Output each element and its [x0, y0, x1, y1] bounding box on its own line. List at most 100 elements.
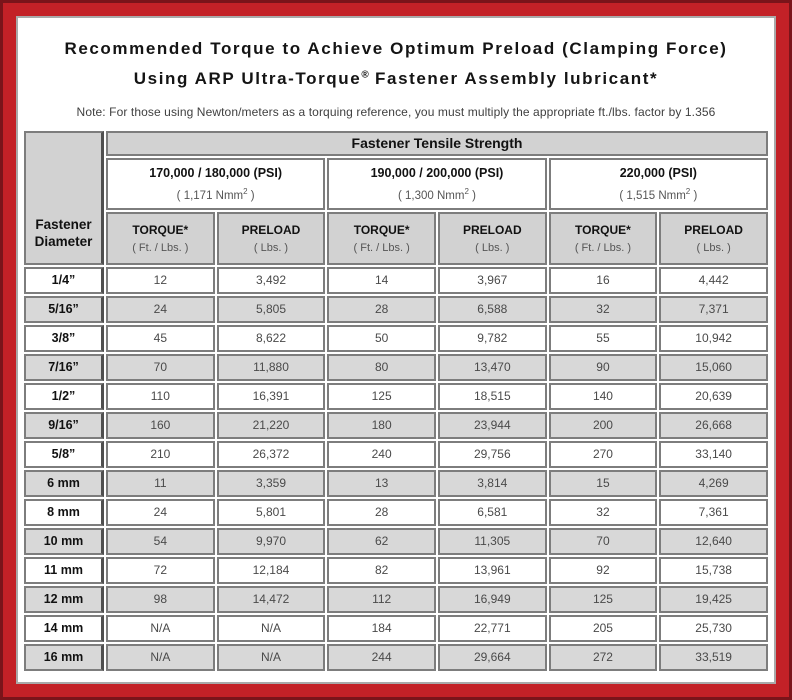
value-cell: 272 — [548, 643, 658, 671]
row-diameter-cell: 16 mm — [24, 643, 104, 671]
value-cell: 160 — [106, 411, 215, 439]
value-cell: 13 — [327, 469, 436, 497]
red-border-frame: Recommended Torque to Achieve Optimum Pr… — [3, 3, 789, 697]
value-cell: 12 — [106, 266, 215, 294]
row-diameter-cell: 3/8” — [24, 324, 104, 352]
value-cell: 6,581 — [437, 498, 547, 526]
tensile-strength-header: Fastener Tensile Strength — [106, 130, 768, 156]
preload-column-header-1: PRELOAD ( Lbs. ) — [216, 211, 326, 265]
value-cell: 3,814 — [437, 469, 547, 497]
table-row: 1/4” 12 3,492 14 3,967 16 4,442 — [24, 266, 768, 294]
value-cell: 23,944 — [437, 411, 547, 439]
row-diameter-cell: 7/16” — [24, 353, 104, 381]
table-row: 12 mm 98 14,472 112 16,949 125 19,425 — [24, 585, 768, 613]
value-cell: 11 — [106, 469, 215, 497]
value-cell: 9,782 — [437, 324, 547, 352]
value-cell: 11,305 — [437, 527, 547, 555]
table-header: Fastener Diameter Fastener Tensile Streng… — [24, 130, 768, 265]
value-cell: 18,515 — [437, 382, 547, 410]
preload-column-header-3: PRELOAD ( Lbs. ) — [659, 211, 768, 265]
value-cell: 244 — [327, 643, 436, 671]
psi-group-header-3: 220,000 (PSI) ( 1,515 Nmm2 ) — [548, 157, 768, 210]
title-line-2: Using ARP Ultra-Torque® Fastener Assembl… — [133, 68, 659, 88]
value-cell: 33,140 — [659, 440, 768, 468]
row-diameter-cell: 6 mm — [24, 469, 104, 497]
value-cell: N/A — [216, 643, 326, 671]
value-cell: 3,967 — [437, 266, 547, 294]
table-row: 10 mm 54 9,970 62 11,305 70 12,640 — [24, 527, 768, 555]
value-cell: 45 — [106, 324, 215, 352]
value-cell: 15 — [548, 469, 658, 497]
table-row: 3/8” 45 8,622 50 9,782 55 10,942 — [24, 324, 768, 352]
value-cell: 90 — [548, 353, 658, 381]
value-cell: 12,640 — [659, 527, 768, 555]
row-diameter-cell: 10 mm — [24, 527, 104, 555]
value-cell: 270 — [548, 440, 658, 468]
value-cell: 92 — [548, 556, 658, 584]
row-diameter-cell: 14 mm — [24, 614, 104, 642]
value-cell: 26,372 — [216, 440, 326, 468]
value-cell: 125 — [548, 585, 658, 613]
value-cell: 24 — [106, 295, 215, 323]
value-cell: 180 — [327, 411, 436, 439]
value-cell: 62 — [327, 527, 436, 555]
row-diameter-cell: 5/8” — [24, 440, 104, 468]
psi-group-header-1: 170,000 / 180,000 (PSI) ( 1,171 Nmm2 ) — [106, 157, 326, 210]
value-cell: 25,730 — [659, 614, 768, 642]
value-cell: 24 — [106, 498, 215, 526]
value-cell: 82 — [327, 556, 436, 584]
value-cell: 125 — [327, 382, 436, 410]
torque-preload-table: Fastener Diameter Fastener Tensile Streng… — [22, 129, 770, 673]
value-cell: 16,391 — [216, 382, 326, 410]
value-cell: 3,359 — [216, 469, 326, 497]
title-line-1: Recommended Torque to Achieve Optimum Pr… — [64, 39, 728, 58]
value-cell: 5,801 — [216, 498, 326, 526]
value-cell: 12,184 — [216, 556, 326, 584]
document-page: Recommended Torque to Achieve Optimum Pr… — [16, 16, 776, 684]
value-cell: 13,470 — [437, 353, 547, 381]
row-diameter-cell: 5/16” — [24, 295, 104, 323]
value-cell: 70 — [548, 527, 658, 555]
value-cell: 7,371 — [659, 295, 768, 323]
value-cell: 26,668 — [659, 411, 768, 439]
value-cell: 210 — [106, 440, 215, 468]
value-cell: 21,220 — [216, 411, 326, 439]
table-body: 1/4” 12 3,492 14 3,967 16 4,442 5/16” 24 5,805… — [24, 266, 768, 671]
row-diameter-cell: 1/4” — [24, 266, 104, 294]
table-row: 11 mm 72 12,184 82 13,961 92 15,738 — [24, 556, 768, 584]
value-cell: 14,472 — [216, 585, 326, 613]
table-row: 16 mm N/A N/A 244 29,664 272 33,519 — [24, 643, 768, 671]
value-cell: 32 — [548, 295, 658, 323]
value-cell: 20,639 — [659, 382, 768, 410]
value-cell: 240 — [327, 440, 436, 468]
value-cell: 33,519 — [659, 643, 768, 671]
table-row: 9/16” 160 21,220 180 23,944 200 26,668 — [24, 411, 768, 439]
value-cell: 8,622 — [216, 324, 326, 352]
value-cell: N/A — [216, 614, 326, 642]
torque-column-header-1: TORQUE* ( Ft. / Lbs. ) — [106, 211, 215, 265]
value-cell: 15,060 — [659, 353, 768, 381]
value-cell: 9,970 — [216, 527, 326, 555]
value-cell: N/A — [106, 643, 215, 671]
value-cell: 54 — [106, 527, 215, 555]
value-cell: 11,880 — [216, 353, 326, 381]
value-cell: 50 — [327, 324, 436, 352]
value-cell: 29,664 — [437, 643, 547, 671]
value-cell: 112 — [327, 585, 436, 613]
value-cell: 55 — [548, 324, 658, 352]
value-cell: 205 — [548, 614, 658, 642]
value-cell: 10,942 — [659, 324, 768, 352]
value-cell: 184 — [327, 614, 436, 642]
value-cell: 80 — [327, 353, 436, 381]
torque-column-header-2: TORQUE* ( Ft. / Lbs. ) — [327, 211, 436, 265]
value-cell: 28 — [327, 295, 436, 323]
value-cell: 200 — [548, 411, 658, 439]
value-cell: 4,269 — [659, 469, 768, 497]
value-cell: 16,949 — [437, 585, 547, 613]
value-cell: 6,588 — [437, 295, 547, 323]
value-cell: 13,961 — [437, 556, 547, 584]
value-cell: 15,738 — [659, 556, 768, 584]
value-cell: 72 — [106, 556, 215, 584]
table-row: 8 mm 24 5,801 28 6,581 32 7,361 — [24, 498, 768, 526]
